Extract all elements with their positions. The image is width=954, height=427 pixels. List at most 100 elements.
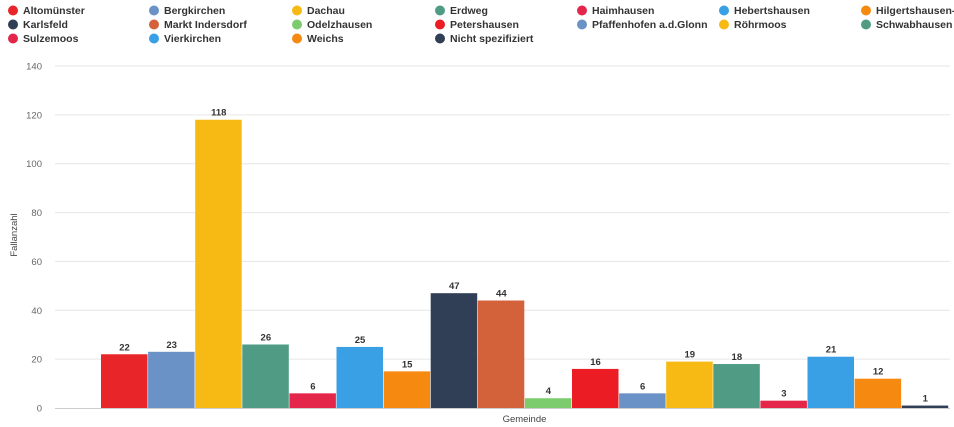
legend-label: Erdweg — [450, 5, 488, 17]
bar-karlsfeld[interactable] — [430, 293, 478, 408]
data-label-haimhausen: 6 — [310, 381, 315, 392]
legend-marker — [8, 33, 18, 44]
legend-marker — [292, 19, 302, 30]
bar-odelzhausen[interactable] — [524, 398, 572, 408]
legend-marker — [149, 5, 159, 16]
legend-label: Altomünster — [23, 5, 85, 17]
legend-item-roehrmoos[interactable]: Röhrmoos — [719, 19, 787, 31]
legend-label: Petershausen — [450, 19, 519, 31]
legend: Altomünster Bergkirchen Dachau Erdweg Haimha… — [8, 5, 954, 45]
bar-sulzemoos[interactable] — [760, 400, 807, 408]
bar-schwabhausen[interactable] — [713, 364, 760, 408]
legend-label: Röhrmoos — [734, 19, 787, 31]
legend-item-karlsfeld[interactable]: Karlsfeld — [8, 19, 68, 31]
bar-weichs[interactable] — [854, 378, 902, 408]
legend-label: Vierkirchen — [164, 33, 221, 45]
data-label-markt-indersdorf: 44 — [496, 289, 507, 300]
bar-markt-indersdorf[interactable] — [477, 300, 525, 408]
legend-item-hebertshausen[interactable]: Hebertshausen — [719, 5, 810, 17]
legend-label: Karlsfeld — [23, 19, 68, 31]
legend-marker — [719, 19, 729, 30]
bar-hebertshausen[interactable] — [336, 346, 384, 408]
y-tick-label: 20 — [31, 355, 42, 366]
y-tick-label: 120 — [26, 110, 42, 121]
legend-label: Sulzemoos — [23, 33, 79, 45]
legend-item-odelzhausen[interactable]: Odelzhausen — [292, 19, 372, 31]
bar-vierkirchen[interactable] — [807, 356, 855, 408]
y-tick-label: 60 — [31, 257, 42, 268]
legend-label: Hebertshausen — [734, 5, 810, 17]
data-label-hilgertshausen-tandern: 15 — [402, 359, 413, 370]
legend-item-hilgertshausen-tandern[interactable]: Hilgertshausen-Tandern — [861, 5, 954, 17]
legend-item-dachau[interactable]: Dachau — [292, 5, 345, 17]
legend-marker — [435, 19, 445, 30]
y-axis-title: Fallanzahl — [9, 213, 20, 256]
y-tick-label: 140 — [26, 62, 42, 73]
bar-bergkirchen[interactable] — [148, 351, 195, 408]
data-label-bergkirchen: 23 — [166, 340, 177, 351]
data-label-petershausen: 16 — [590, 357, 601, 368]
y-tick-label: 80 — [31, 208, 42, 219]
bar-altomuenster[interactable] — [101, 354, 148, 408]
legend-marker — [8, 5, 18, 16]
legend-item-schwabhausen[interactable]: Schwabhausen — [861, 19, 952, 31]
legend-label: Hilgertshausen-Tandern — [876, 5, 954, 17]
legend-marker — [577, 19, 587, 30]
data-label-schwabhausen: 18 — [732, 352, 743, 363]
y-tick-label: 40 — [31, 306, 42, 317]
bar-erdweg[interactable] — [242, 344, 289, 408]
legend-label: Haimhausen — [592, 5, 654, 17]
bar-haimhausen[interactable] — [289, 393, 336, 408]
legend-item-weichs[interactable]: Weichs — [292, 33, 344, 45]
bars — [101, 119, 949, 408]
legend-marker — [292, 33, 302, 44]
data-label-odelzhausen: 4 — [546, 386, 552, 397]
data-label-nicht-spezifiziert: 1 — [923, 394, 929, 405]
bar-hilgertshausen-tandern[interactable] — [383, 371, 431, 408]
data-label-weichs: 12 — [873, 367, 884, 378]
legend-marker — [8, 19, 18, 30]
legend-marker — [435, 33, 445, 44]
y-axis-ticks: 0 20 40 60 80 100 120 140 — [26, 62, 42, 415]
legend-item-nicht-spezifiziert[interactable]: Nicht spezifiziert — [435, 33, 534, 45]
legend-item-haimhausen[interactable]: Haimhausen — [577, 5, 654, 17]
legend-marker — [861, 5, 871, 16]
legend-marker — [577, 5, 587, 16]
bar-petershausen[interactable] — [572, 368, 619, 408]
bar-roehrmoos[interactable] — [666, 361, 713, 408]
data-label-altomuenster: 22 — [119, 342, 130, 353]
x-axis-title: Gemeinde — [503, 414, 547, 425]
legend-marker — [292, 5, 302, 16]
legend-item-markt-indersdorf[interactable]: Markt Indersdorf — [149, 19, 247, 31]
legend-label: Bergkirchen — [164, 5, 225, 17]
legend-label: Weichs — [307, 33, 344, 45]
legend-label: Pfaffenhofen a.d.Glonn — [592, 19, 708, 31]
data-label-pfaffenhofen-a-d-glonn: 6 — [640, 381, 645, 392]
legend-label: Nicht spezifiziert — [450, 33, 534, 45]
legend-marker — [861, 19, 871, 30]
data-label-karlsfeld: 47 — [449, 281, 460, 292]
legend-item-pfaffenhofen-a-d-glonn[interactable]: Pfaffenhofen a.d.Glonn — [577, 19, 708, 31]
bar-nicht-spezifiziert[interactable] — [901, 405, 949, 408]
y-tick-label: 0 — [37, 404, 42, 415]
legend-item-sulzemoos[interactable]: Sulzemoos — [8, 33, 79, 45]
legend-marker — [719, 5, 729, 16]
legend-label: Schwabhausen — [876, 19, 952, 31]
legend-item-vierkirchen[interactable]: Vierkirchen — [149, 33, 221, 45]
data-label-erdweg: 26 — [261, 332, 272, 343]
data-label-vierkirchen: 21 — [826, 345, 837, 356]
legend-marker — [149, 19, 159, 30]
data-label-sulzemoos: 3 — [781, 389, 786, 400]
legend-item-altomuenster[interactable]: Altomünster — [8, 5, 85, 17]
bar-dachau[interactable] — [195, 119, 242, 408]
legend-label: Odelzhausen — [307, 19, 372, 31]
legend-marker — [435, 5, 445, 16]
bar-pfaffenhofen-a-d-glonn[interactable] — [619, 393, 666, 408]
legend-label: Dachau — [307, 5, 345, 17]
legend-item-petershausen[interactable]: Petershausen — [435, 19, 519, 31]
legend-item-erdweg[interactable]: Erdweg — [435, 5, 488, 17]
legend-item-bergkirchen[interactable]: Bergkirchen — [149, 5, 225, 17]
y-tick-label: 100 — [26, 159, 42, 170]
data-label-hebertshausen: 25 — [355, 335, 366, 346]
